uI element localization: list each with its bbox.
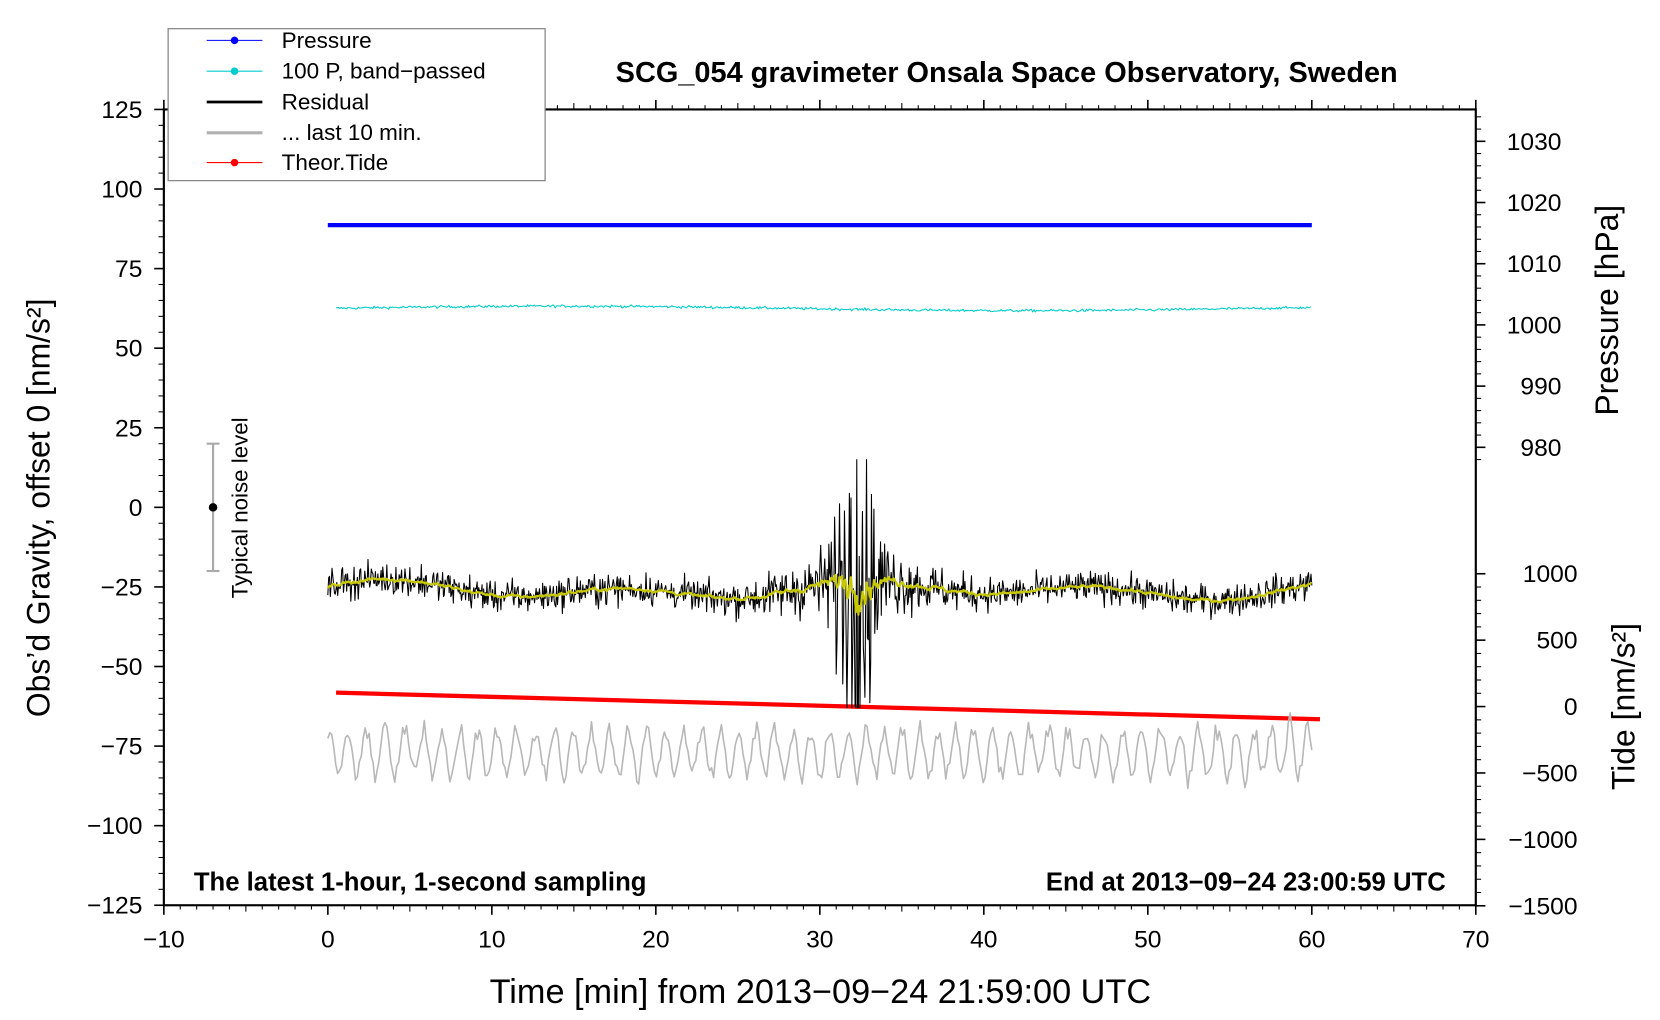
y-tick-label-left: 0 (129, 495, 143, 522)
x-tick-label: 70 (1462, 927, 1489, 954)
y-tick-label-left: 100 (101, 177, 142, 204)
chart-title: SCG_054 gravimeter Onsala Space Observat… (616, 57, 1398, 89)
y-tick-label-left: 125 (101, 97, 142, 124)
y-tick-label-left: −125 (87, 893, 142, 920)
plot-frame (162, 108, 1477, 907)
y-tick-label-pressure: 1020 (1507, 190, 1562, 217)
x-tick-label: 30 (806, 927, 833, 954)
y-tick-label-tide: −1000 (1508, 827, 1577, 854)
svg-text:... last 10 min.: ... last 10 min. (282, 120, 422, 145)
bandpassed-line (335, 304, 1312, 313)
svg-text:Theor.Tide: Theor.Tide (282, 150, 389, 175)
y-tick-label-pressure: 1030 (1507, 129, 1562, 156)
svg-text:100 P, band−passed: 100 P, band−passed (282, 59, 486, 84)
tide-line (336, 690, 1321, 722)
svg-text:Residual: Residual (282, 90, 369, 115)
legend-last10: ... last 10 min. (206, 120, 422, 145)
y-axis-label-pressure: Pressure [hPa] (1589, 205, 1625, 416)
x-tick-label: 10 (478, 927, 505, 954)
y-tick-label-tide: 1000 (1523, 561, 1578, 588)
series-layer (326, 223, 1321, 790)
y-tick-label-left: 25 (115, 415, 142, 442)
annotation-left: The latest 1-hour, 1-second sampling (194, 868, 647, 896)
y-tick-label-tide: −500 (1522, 761, 1577, 788)
y-tick-label-left: −25 (101, 575, 143, 602)
y-tick-label-pressure: 980 (1520, 435, 1561, 462)
y-tick-label-left: −75 (101, 734, 143, 761)
y-tick-label-left: −50 (101, 654, 143, 681)
x-tick-label: 50 (1134, 927, 1161, 954)
svg-text:Pressure: Pressure (282, 28, 372, 53)
legend-pressure: Pressure (206, 28, 372, 53)
y-tick-label-tide: 500 (1536, 628, 1577, 655)
annotation-right: End at 2013−09−24 23:00:59 UTC (1046, 868, 1446, 896)
last-10-min-line (327, 712, 1313, 790)
y-axis-label-tide: Tide [nm/s²] (1605, 623, 1641, 790)
y-tick-label-pressure: 1000 (1507, 312, 1562, 339)
y-tick-label-left: −100 (87, 813, 142, 840)
residual-smoothed-line (326, 573, 1313, 616)
legend-bandpassed: 100 P, band−passed (206, 59, 486, 84)
axis-ticks: −10 0 10 20 30 40 50 60 701251007550250−25−50−75… (87, 97, 1578, 954)
x-tick-label: 0 (321, 927, 335, 954)
x-tick-label: 20 (642, 927, 669, 954)
noise-level-indicator: Typical noise level (206, 417, 252, 598)
x-tick-label: 60 (1298, 927, 1325, 954)
y-tick-label-left: 50 (115, 336, 142, 363)
y-tick-label-pressure: 1010 (1507, 251, 1562, 278)
y-tick-label-tide: 0 (1564, 694, 1578, 721)
x-tick-label: −10 (143, 927, 185, 954)
legend-residual: Residual (206, 90, 369, 115)
y-tick-label-left: 75 (115, 256, 142, 283)
x-axis-label: Time [min] from 2013−09−24 21:59:00 UTC (490, 973, 1151, 1011)
y-tick-label-tide: −1500 (1508, 893, 1577, 920)
legend: Pressure 100 P, band−passed Residual ...… (167, 28, 546, 182)
y-axis-label-left: Obs’d Gravity, offset 0 [nm/s²] (20, 299, 56, 718)
x-tick-label: 40 (970, 927, 997, 954)
y-tick-label-pressure: 990 (1520, 374, 1561, 401)
legend-tide: Theor.Tide (206, 150, 389, 175)
noise-label: Typical noise level (227, 417, 252, 598)
